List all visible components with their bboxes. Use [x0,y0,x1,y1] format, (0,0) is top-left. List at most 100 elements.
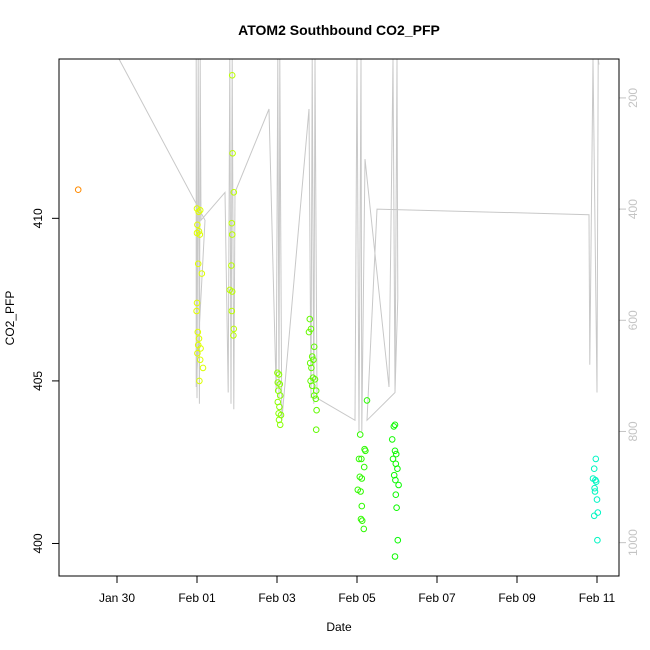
data-point [276,403,283,411]
data-point [594,536,601,544]
data-point [195,335,203,342]
data-point [228,288,236,295]
data-point [276,380,284,388]
data-point [312,426,320,434]
data-point [357,515,365,523]
x-tick-label: Feb 01 [178,591,216,605]
data-point [390,423,398,430]
data-point [275,371,283,378]
x-tick-label: Feb 09 [498,591,536,605]
data-point [594,509,602,516]
data-point [356,473,364,481]
data-point [310,343,318,351]
data-point [358,517,366,525]
data-point [230,189,238,196]
y-tick-label: 405 [31,371,45,391]
data-point [395,481,402,489]
data-point [194,221,201,229]
data-point [196,356,204,364]
data-point [590,512,598,520]
data-point [196,231,204,238]
data-point [194,350,201,357]
data-point [276,392,284,399]
x-tick-label: Feb 03 [258,591,296,605]
data-point [312,395,320,403]
data-point [197,345,204,352]
data-point [198,270,206,277]
data-point [194,260,202,268]
x-tick-label: Feb 07 [418,591,456,605]
data-point [306,315,314,323]
y-tick-label: 410 [31,208,45,228]
data-point [360,525,368,533]
x-axis-label: Date [326,620,352,634]
data-point [592,478,600,486]
data-point [392,491,400,499]
data-point [276,421,284,429]
data-point [228,307,236,315]
data-point [356,431,364,438]
data-point [593,496,601,503]
axes-layer: Jan 30 Feb 01 Feb 03 Feb 05 Feb 07 Feb 09 Feb … [31,88,640,605]
data-point [393,504,400,512]
data-point [196,206,204,214]
data-point [391,421,399,429]
data-point [391,447,399,455]
data-point [193,307,200,315]
data-point [591,488,599,495]
y2-tick-label: 1000 [626,529,640,556]
data-point [305,328,313,336]
data-point [274,379,282,386]
data-point [591,484,598,492]
data-point [394,536,402,544]
data-point [392,476,399,484]
y2-tick-label: 600 [626,310,640,330]
data-point [354,486,362,494]
data-point [199,364,207,372]
data-point [389,455,397,463]
y2-tick-label: 200 [626,88,640,108]
data-point [360,463,368,471]
data-point [196,377,203,385]
data-point [229,150,236,157]
altitude-trace-layer [118,58,600,432]
x-tick-label: Feb 11 [579,591,616,605]
y-axis-label: CO2_PFP [3,291,17,346]
y-tick-label: 400 [31,533,45,553]
data-point [394,465,401,473]
data-point [195,228,203,235]
data-point [195,208,202,216]
data-point [391,553,399,560]
data-point [230,325,238,333]
data-point [194,328,202,336]
altitude-line [118,58,600,432]
data-point [310,392,318,399]
data-point [358,502,366,510]
y2-tick-label: 400 [626,199,640,219]
data-point [230,332,237,339]
data-point [193,299,201,307]
data-point [274,369,281,377]
data-point [311,376,319,383]
data-point [228,262,235,269]
chart-title: ATOM2 Southbound CO2_PFP [238,22,440,38]
data-point [308,364,315,372]
data-point [308,382,316,390]
data-point [388,436,396,443]
x-tick-label: Jan 30 [99,591,135,605]
data-point [308,353,316,360]
data-point [74,186,82,193]
data-point [355,455,363,463]
scatter-points-layer [74,72,602,560]
plot-frame [58,58,620,577]
data-point [228,219,236,227]
data-point [313,406,320,414]
data-point [228,72,236,79]
y2-tick-label: 800 [626,421,640,441]
data-point [362,447,369,455]
data-point [193,205,201,212]
data-point [590,465,598,473]
data-point [363,397,371,404]
data-point [358,455,365,463]
data-point [592,455,600,463]
